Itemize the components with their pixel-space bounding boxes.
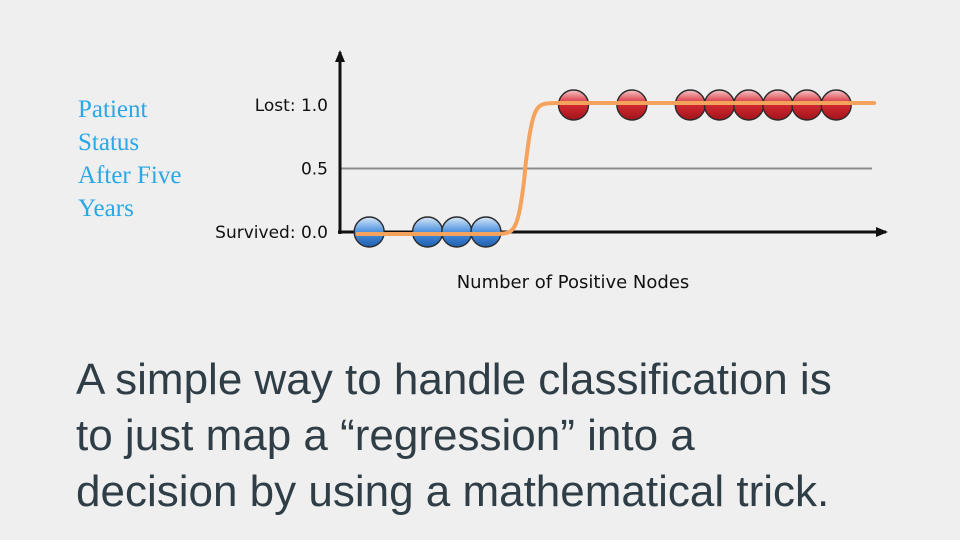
y-tick-label-survived: Survived: 0.0 xyxy=(215,223,328,243)
slide-caption: A simple way to handle classification is… xyxy=(76,352,936,520)
logistic-chart: Lost: 1.0 0.5 Survived: 0.0 Number of Po… xyxy=(215,50,888,293)
y-axis-label-line: Patient xyxy=(78,96,148,123)
x-axis-label: Number of Positive Nodes xyxy=(457,272,690,293)
caption-line: to just map a “regression” into a xyxy=(76,411,695,460)
y-tick-label-lost: Lost: 1.0 xyxy=(255,96,328,116)
caption-line: decision by using a mathematical trick. xyxy=(76,467,830,516)
y-axis-label-line: After Five xyxy=(78,162,182,189)
sigmoid-curve xyxy=(355,101,877,236)
caption-line: A simple way to handle classification is xyxy=(76,355,832,404)
y-axis-label: Patient Status After Five Years xyxy=(78,93,218,225)
y-axis-label-line: Status xyxy=(78,129,140,156)
y-axis-label-line: Years xyxy=(78,195,134,222)
y-tick-label-half: 0.5 xyxy=(301,160,328,180)
